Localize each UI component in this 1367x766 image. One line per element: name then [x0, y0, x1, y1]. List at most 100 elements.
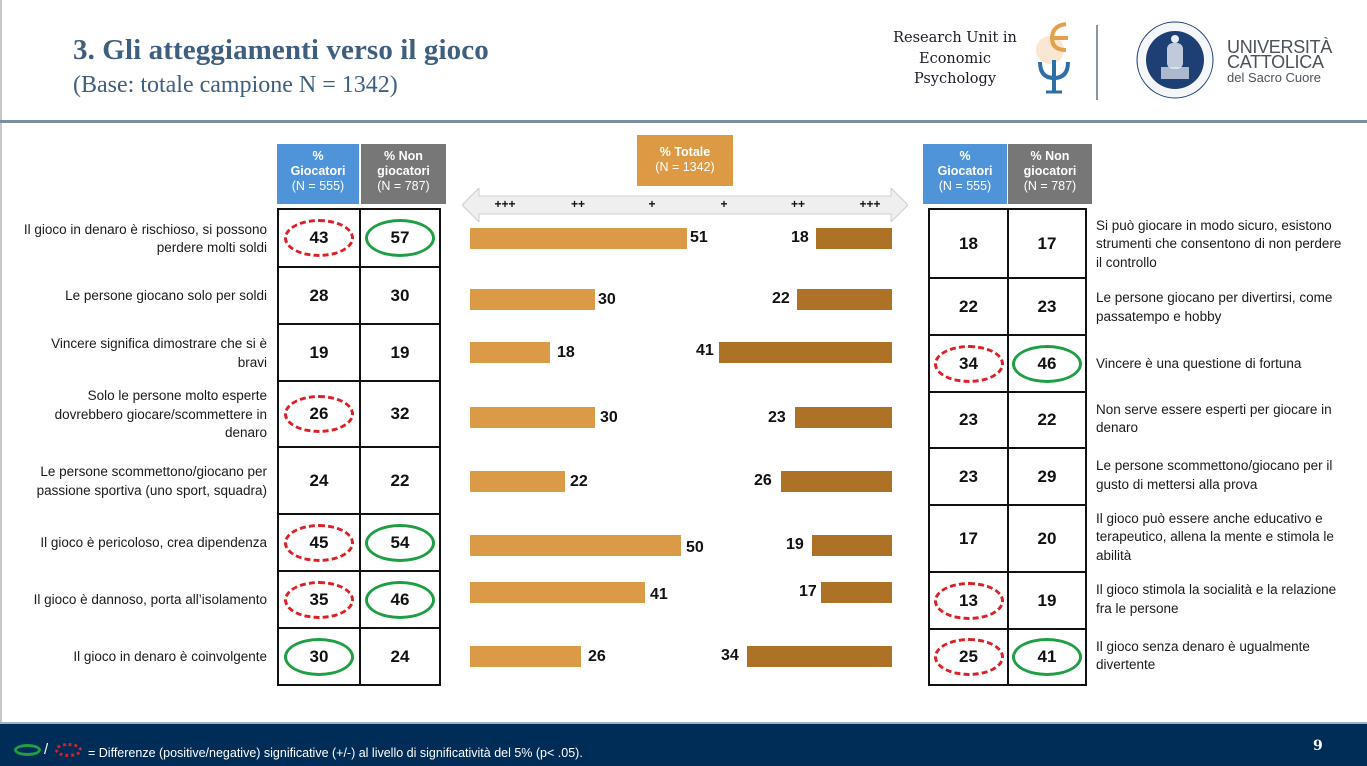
header-giocatori-right: % Giocatori (N = 555) [923, 144, 1007, 204]
header-line: giocatori [377, 164, 430, 178]
table-row: 25 41 [928, 630, 1087, 686]
value: 35 [309, 589, 329, 609]
bar-total-left [470, 289, 595, 310]
cell-giocatori: 23 [928, 393, 1007, 447]
table-row: 45 54 [277, 515, 441, 572]
value: 29 [1037, 466, 1057, 486]
significant-negative-marker [933, 581, 1004, 620]
psi-logo-icon [1036, 22, 1070, 94]
header-line: % Non [1030, 149, 1070, 163]
cell-giocatori: 24 [277, 448, 359, 513]
right-statement: Non serve essere esperti per giocare in … [1096, 401, 1332, 436]
cell-giocatori: 26 [277, 382, 359, 446]
cell-non-giocatori: 19 [359, 325, 441, 380]
left-statement: Il gioco è pericoloso, crea dipendenza [40, 535, 267, 551]
bar-value-left: 22 [570, 473, 588, 490]
significant-negative-marker [284, 219, 354, 257]
significant-positive-marker [284, 637, 354, 676]
scale-tick: ++ [570, 197, 586, 211]
table-row: 35 46 [277, 572, 441, 629]
cell-non-giocatori: 41 [1007, 630, 1087, 684]
cell-giocatori: 43 [277, 210, 359, 266]
significant-positive-marker [365, 580, 435, 619]
header-non-giocatori-left: % Non giocatori (N = 787) [361, 144, 446, 204]
cell-giocatori: 22 [928, 279, 1007, 334]
header-line: % Totale [659, 145, 711, 159]
cell-non-giocatori: 19 [1007, 573, 1087, 628]
significant-negative-marker [284, 395, 354, 433]
bar-value-right: 26 [754, 472, 772, 489]
significant-negative-marker [284, 580, 354, 619]
university-line-3: del Sacro Cuore [1227, 70, 1321, 85]
slide-left-border [0, 0, 2, 722]
cell-non-giocatori: 17 [1007, 210, 1087, 277]
cell-non-giocatori: 32 [359, 382, 441, 446]
scale-tick: +++ [859, 197, 881, 211]
value: 24 [309, 470, 329, 490]
left-statement: Le persone scommettono/giocano per passi… [36, 464, 267, 498]
value: 23 [959, 466, 978, 486]
bar-total-right [812, 535, 892, 556]
bar-total-left [470, 471, 565, 492]
bar-total-left [470, 342, 550, 363]
left-statement: Il gioco è dannoso, porta all’isolamento [33, 592, 267, 608]
significant-positive-marker [1012, 638, 1082, 676]
value: 54 [390, 532, 410, 552]
cell-non-giocatori: 57 [359, 210, 441, 266]
significant-negative-marker [933, 638, 1004, 676]
cell-non-giocatori: 23 [1007, 279, 1087, 334]
right-statement: Vincere è una questione di fortuna [1096, 356, 1302, 372]
value: 24 [390, 646, 410, 666]
footer-bar: / = Differenze (positive/negative) signi… [0, 722, 1367, 766]
value: 22 [959, 296, 978, 316]
value: 13 [959, 590, 978, 610]
university-line-1: UNIVERSITÀ [1227, 37, 1333, 57]
university-logo-text: UNIVERSITÀ CATTOLICA del Sacro Cuore [1227, 37, 1333, 85]
value: 46 [390, 589, 410, 609]
scale-tick: + [648, 197, 656, 211]
header-divider [0, 120, 1367, 123]
header-line: % Non [384, 149, 423, 163]
header-n: (N = 555) [291, 179, 345, 193]
university-line-2: CATTOLICA [1227, 52, 1324, 72]
table-row: 28 30 [277, 268, 441, 325]
table-row: 30 24 [277, 629, 441, 686]
bar-value-right: 19 [786, 536, 804, 553]
header-non-giocatori-right: % Non giocatori (N = 787) [1008, 144, 1092, 204]
cell-non-giocatori: 20 [1007, 506, 1087, 571]
right-table: 18 17 22 23 34 46 23 22 23 29 17 20 13 1… [928, 208, 1087, 686]
research-unit-logo-text: Research Unit in Economic Psychology [885, 28, 1025, 90]
header-line: % [959, 149, 971, 163]
bar-total-left [470, 646, 581, 667]
bar-value-left: 41 [650, 586, 668, 603]
cell-non-giocatori: 46 [1007, 336, 1087, 391]
value: 19 [1037, 590, 1057, 610]
bar-value-right: 18 [791, 229, 809, 246]
slide-subtitle: (Base: totale campione N = 1342) [73, 72, 398, 98]
value: 43 [309, 228, 329, 247]
right-statement: Il gioco può essere anche educativo e te… [1096, 510, 1334, 563]
bar-value-left: 26 [588, 648, 606, 665]
header-line: Giocatori [290, 164, 346, 178]
value: 46 [1037, 353, 1057, 373]
bar-value-left: 30 [598, 291, 616, 308]
cell-giocatori: 30 [277, 629, 359, 684]
bar-value-left: 50 [686, 539, 704, 556]
table-row: 24 22 [277, 448, 441, 515]
research-unit-line-2: Economic [918, 50, 991, 67]
legend-separator: / [44, 741, 49, 758]
bar-value-right: 23 [768, 409, 786, 426]
table-row: 17 20 [928, 506, 1087, 573]
left-statement: Le persone giocano solo per soldi [65, 288, 267, 304]
logo-divider [1096, 25, 1098, 100]
bar-total-right [797, 289, 892, 310]
table-row: 26 32 [277, 382, 441, 448]
left-statement: Il gioco in denaro è coinvolgente [73, 649, 267, 665]
value: 19 [309, 342, 329, 362]
right-statement: Le persone scommettono/giocano per il gu… [1096, 458, 1333, 492]
left-table: 43 57 28 30 19 19 26 32 24 22 45 54 35 4… [277, 208, 441, 686]
header-line: Giocatori [937, 164, 993, 178]
scale-tick: ++ [790, 197, 806, 211]
header-totale: % Totale (N = 1342) [637, 135, 733, 186]
bar-total-left [470, 582, 645, 603]
